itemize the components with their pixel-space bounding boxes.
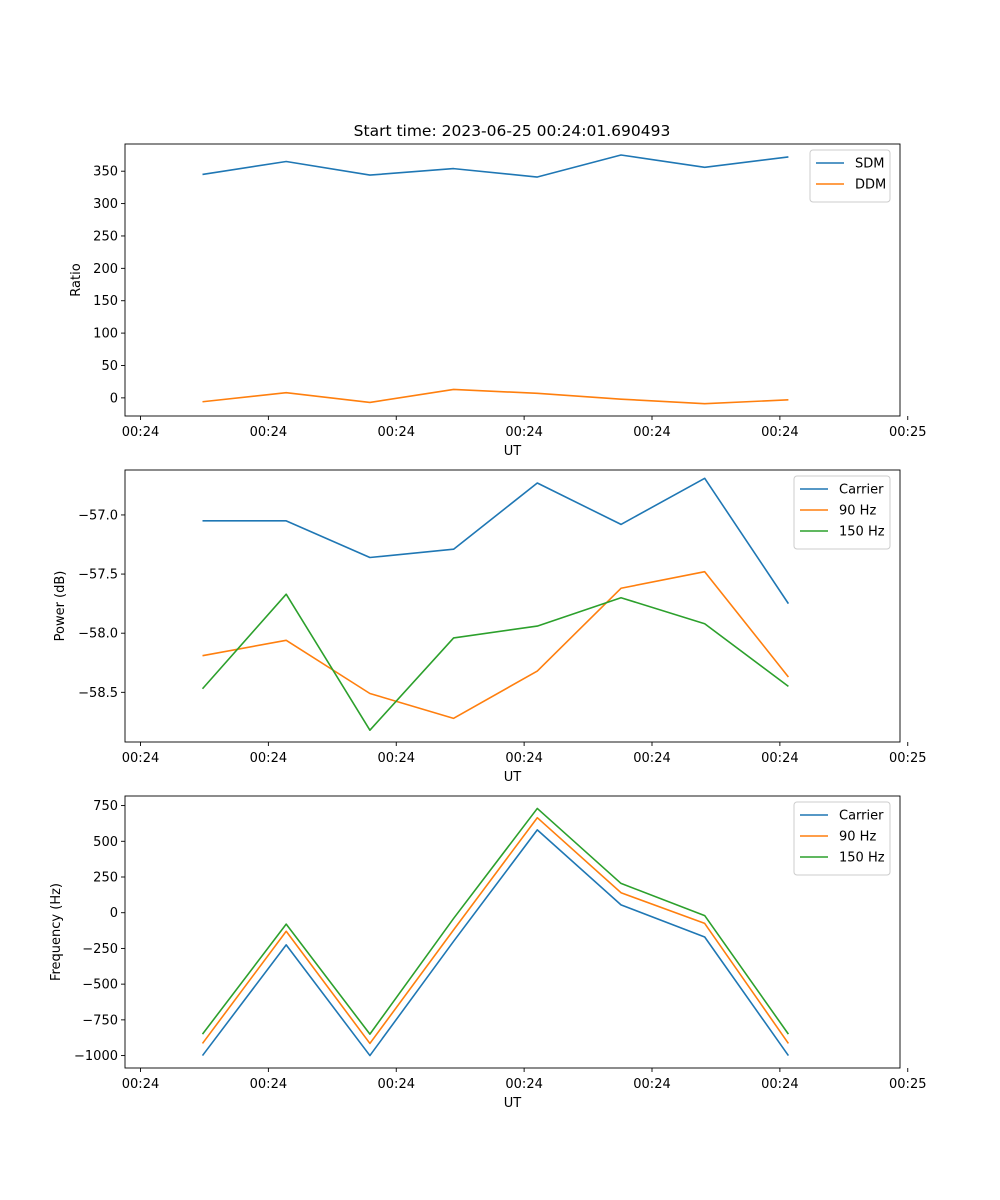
series-line-90-hz: [201, 816, 790, 1045]
y-tick-label: −1000: [74, 1049, 118, 1064]
legend-label: Carrier: [839, 483, 884, 498]
power-plot: 00:24 00:24 00:24 00:24 00:24 00:24 00:25 −58.5…: [53, 469, 926, 785]
x-tick-label: 00:24: [250, 1077, 287, 1092]
legend-label: Carrier: [839, 809, 884, 824]
plot-frame: [124, 143, 901, 417]
frequency-plot: 00:24 00:24 00:24 00:24 00:24 00:24 00:25 −1000…: [49, 795, 926, 1111]
plot-frame: [124, 795, 901, 1069]
legend: Carrier 90 Hz 150 Hz: [793, 801, 891, 876]
y-tick-label: 500: [93, 835, 118, 850]
y-tick-label: −500: [82, 978, 118, 993]
x-tick-label: 00:24: [761, 425, 798, 440]
x-tick-label: 00:24: [505, 425, 542, 440]
series-line-sdm: [202, 154, 789, 178]
y-tick-label: −58.0: [78, 627, 118, 642]
x-axis-label: UT: [504, 770, 522, 785]
legend-label: 90 Hz: [839, 504, 876, 519]
x-tick-label: 00:24: [250, 751, 287, 766]
y-tick-label: 50: [101, 359, 118, 374]
y-tick-label: 300: [93, 197, 118, 212]
y-tick-label: 350: [93, 165, 118, 180]
y-tick-label: 0: [110, 906, 118, 921]
y-axis-label: Ratio: [69, 263, 84, 296]
y-axis-label: Power (dB): [53, 571, 68, 642]
series-line-carrier: [202, 477, 790, 605]
legend: SDM DDM: [809, 149, 891, 203]
series-line-150-hz: [201, 593, 789, 731]
x-tick-label: 00:24: [761, 1077, 798, 1092]
x-tick-label: 00:25: [889, 1077, 926, 1092]
legend-label: 150 Hz: [839, 851, 885, 866]
plot-frame: [124, 469, 901, 743]
legend-label: SDM: [855, 157, 884, 172]
y-tick-label: 200: [93, 262, 118, 277]
x-tick-label: 00:24: [378, 1077, 415, 1092]
x-axis-label: UT: [504, 444, 522, 459]
x-tick-label: 00:24: [505, 1077, 542, 1092]
y-tick-label: −57.0: [78, 508, 118, 523]
series-line-carrier: [201, 829, 790, 1057]
x-tick-label: 00:24: [378, 425, 415, 440]
legend: Carrier 90 Hz 150 Hz: [793, 475, 891, 550]
x-axis-label: UT: [504, 1096, 522, 1111]
y-tick-label: 250: [93, 871, 118, 886]
figure-title: Start time: 2023-06-25 00:24:01.690493: [354, 122, 671, 140]
y-tick-label: −750: [82, 1013, 118, 1028]
y-tick-label: −57.5: [78, 568, 118, 583]
y-tick-label: −250: [82, 942, 118, 957]
y-tick-label: 250: [93, 229, 118, 244]
x-tick-label: 00:24: [122, 751, 159, 766]
x-tick-label: 00:24: [505, 751, 542, 766]
x-tick-label: 00:24: [122, 1077, 159, 1092]
y-axis-label: Frequency (Hz): [49, 883, 64, 981]
y-tick-label: 0: [110, 391, 118, 406]
series-line-90-hz: [202, 570, 790, 720]
legend-label: 90 Hz: [839, 830, 876, 845]
series-line-ddm: [202, 388, 789, 405]
ratio-plot: 00:24 00:24 00:24 00:24 00:24 00:24 00:25 0 50 10…: [69, 143, 926, 459]
legend-label: 150 Hz: [839, 525, 885, 540]
x-tick-label: 00:25: [889, 425, 926, 440]
x-tick-label: 00:24: [633, 751, 670, 766]
x-tick-label: 00:24: [633, 425, 670, 440]
x-tick-label: 00:24: [250, 425, 287, 440]
series-line-150-hz: [201, 807, 790, 1035]
x-tick-label: 00:24: [378, 751, 415, 766]
x-tick-label: 00:24: [122, 425, 159, 440]
x-tick-label: 00:25: [889, 751, 926, 766]
y-tick-label: −58.5: [78, 686, 118, 701]
y-tick-label: 750: [93, 799, 118, 814]
x-tick-label: 00:24: [761, 751, 798, 766]
x-tick-label: 00:24: [633, 1077, 670, 1092]
y-tick-label: 100: [93, 327, 118, 342]
legend-label: DDM: [855, 178, 886, 193]
y-tick-label: 150: [93, 294, 118, 309]
